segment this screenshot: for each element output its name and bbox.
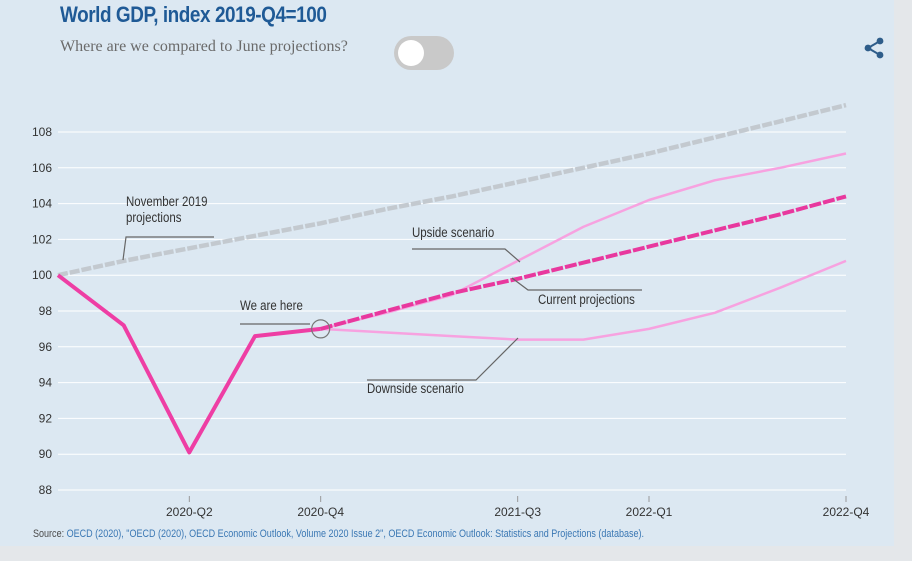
annotation-label-november: November 2019 [126,194,208,209]
x-tick-label: 2022-Q1 [626,505,673,519]
x-axis-ticks: 2020-Q2 2020-Q4 2021-Q3 2022-Q1 2022-Q4 [166,496,870,519]
y-tick-label: 100 [32,268,52,282]
june-projections-toggle[interactable] [394,36,454,70]
y-tick-label: 106 [32,161,52,175]
x-tick-label: 2020-Q2 [166,505,213,519]
source-note: Source: OECD (2020), "OECD (2020), OECD … [33,528,644,540]
we-are-here-marker [311,319,331,339]
annotation-label-here: We are here [240,298,303,313]
annotation-label-downside: Downside scenario [367,381,464,396]
x-tick-label: 2020-Q4 [297,505,344,519]
annotation-leader-current [511,277,642,291]
chart-panel: World GDP, index 2019-Q4=100 Where are w… [31,2,886,540]
y-tick-label: 96 [39,340,53,354]
annotation-label-upside: Upside scenario [412,225,494,240]
y-tick-label: 90 [39,447,53,461]
series-line-downside [320,259,847,341]
series-lines [56,102,847,455]
comparison-question: Where are we compared to June projection… [60,38,348,55]
y-tick-label: 104 [32,197,52,211]
y-tick-label: 94 [39,376,53,390]
series-line-actual [56,273,321,455]
y-tick-label: 88 [39,483,53,497]
series-line-current [320,194,847,331]
x-tick-label: 2021-Q3 [494,505,541,519]
y-axis-ticks: 88 90 92 94 96 98 100 102 104 106 108 [32,125,52,497]
toggle-knob[interactable] [398,40,424,66]
x-tick-label: 2022-Q4 [823,505,870,519]
annotation-label-current: Current projections [538,292,635,307]
gridlines [58,131,846,491]
annotation-label-november: projections [126,210,181,225]
chart-title: World GDP, index 2019-Q4=100 [60,2,327,27]
y-tick-label: 102 [32,232,52,246]
y-tick-label: 108 [32,125,52,139]
annotation-leader-upside [412,248,521,263]
share-icon[interactable] [862,36,886,60]
source-text[interactable]: OECD (2020), "OECD (2020), OECD Economic… [66,528,645,540]
source-label: Source: [33,528,65,540]
y-tick-label: 98 [39,304,53,318]
annotation-leader-downside [367,337,519,381]
annotation-leader-november [122,236,214,261]
series-line-november [57,102,847,278]
y-tick-label: 92 [39,411,53,425]
